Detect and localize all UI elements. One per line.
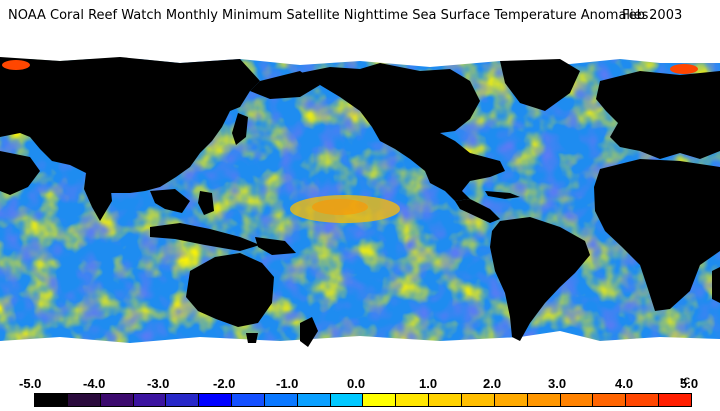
madagascar [712, 267, 720, 303]
legend-tick: -4.0 [83, 376, 106, 391]
arctic-warm-anomaly-east [670, 64, 698, 74]
color-swatch [560, 394, 594, 406]
color-swatch [100, 394, 134, 406]
japan [232, 113, 248, 145]
philippines [198, 191, 214, 215]
africa [594, 159, 720, 311]
color-swatch [330, 394, 364, 406]
color-swatch [232, 394, 265, 406]
color-scale-bar [34, 393, 692, 407]
color-swatch [264, 394, 298, 406]
asia [0, 57, 260, 193]
legend-tick: 4.0 [615, 376, 634, 391]
indonesia [150, 223, 260, 251]
central-america [455, 199, 500, 223]
legend-tick: -5.0 [19, 376, 42, 391]
legend-tick-labels: -5.0 -4.0 -3.0 -2.0 -1.0 0.0 1.0 2.0 3.0… [0, 376, 720, 394]
legend-tick: 3.0 [548, 376, 567, 391]
south-america [490, 217, 590, 341]
india [84, 173, 112, 221]
color-swatch [166, 394, 200, 406]
alaska [250, 71, 320, 99]
color-swatch [461, 394, 495, 406]
antarctica [0, 351, 720, 370]
color-swatch [297, 394, 331, 406]
color-swatch [527, 394, 561, 406]
new-guinea [255, 237, 296, 255]
legend-tick: 1.0 [419, 376, 438, 391]
tasmania [246, 333, 258, 343]
color-swatch [659, 394, 691, 406]
sst-anomaly-map [0, 41, 720, 370]
title-text: NOAA Coral Reef Watch Monthly Minimum Sa… [8, 8, 649, 23]
color-swatch [626, 394, 660, 406]
legend-tick: -3.0 [147, 376, 170, 391]
greenland [500, 59, 580, 111]
color-swatch [133, 394, 167, 406]
caribbean-islands [485, 191, 520, 199]
color-swatch [396, 394, 430, 406]
color-swatch [199, 394, 233, 406]
legend-tick: -2.0 [213, 376, 236, 391]
new-zealand [300, 317, 318, 347]
legend-unit: °C [680, 376, 691, 386]
legend-tick: -1.0 [276, 376, 299, 391]
north-america [300, 63, 505, 201]
australia [186, 253, 274, 327]
color-swatch [593, 394, 627, 406]
title-date: Feb 2003 [622, 8, 683, 23]
southeast-asia [150, 189, 190, 213]
world-map-svg [0, 41, 720, 370]
arctic-warm-anomaly-west [2, 60, 30, 70]
arabian-peninsula [0, 151, 40, 195]
legend-tick: 5.0 [680, 376, 699, 391]
equatorial-pacific-warm-core [312, 199, 368, 215]
color-swatch [35, 394, 68, 406]
color-swatch [67, 394, 101, 406]
color-swatch [363, 394, 397, 406]
legend-tick: 2.0 [483, 376, 502, 391]
color-swatch [429, 394, 462, 406]
europe [596, 71, 720, 159]
legend-tick: 0.0 [347, 376, 366, 391]
color-swatch [494, 394, 528, 406]
